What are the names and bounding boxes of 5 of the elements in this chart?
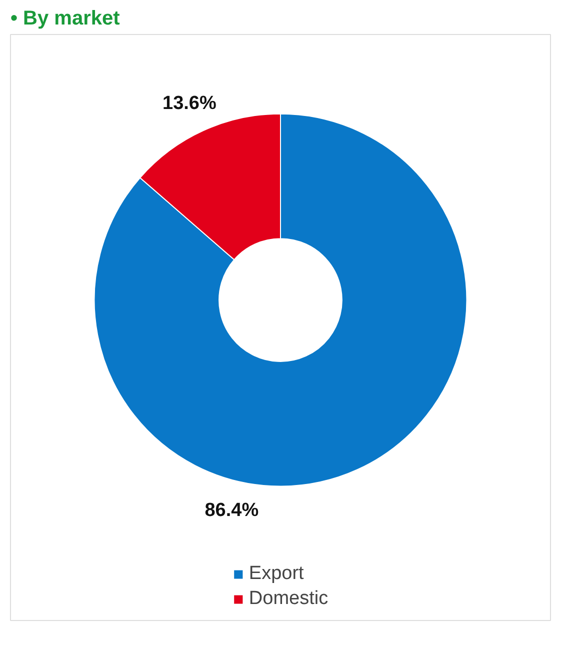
data-label: 86.4% xyxy=(204,500,259,522)
data-label: 13.6% xyxy=(162,92,216,114)
chart-title: • By market xyxy=(10,8,120,30)
legend-label: Export xyxy=(248,563,304,585)
legend-label: Domestic xyxy=(248,588,328,610)
